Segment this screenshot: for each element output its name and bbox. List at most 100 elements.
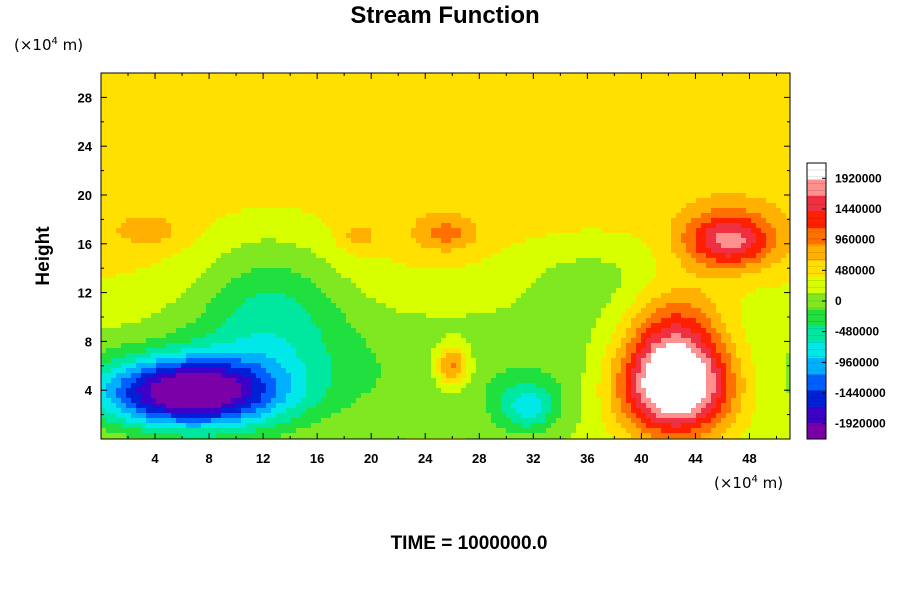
- heatmap-cell: [111, 143, 117, 149]
- heatmap-cell: [646, 123, 652, 129]
- heatmap-cell: [266, 143, 272, 149]
- heatmap-cell: [376, 233, 382, 239]
- heatmap-cell: [761, 103, 767, 109]
- heatmap-cell: [676, 248, 682, 254]
- heatmap-cell: [751, 218, 757, 224]
- heatmap-cell: [386, 78, 392, 84]
- heatmap-cell: [486, 188, 492, 194]
- heatmap-cell: [681, 108, 687, 114]
- heatmap-cell: [601, 158, 607, 164]
- heatmap-cell: [346, 138, 352, 144]
- heatmap-cell: [676, 83, 682, 89]
- heatmap-cell: [771, 183, 777, 189]
- heatmap-cell: [301, 158, 307, 164]
- heatmap-cell: [236, 148, 242, 154]
- heatmap-cell: [231, 73, 237, 79]
- heatmap-cell: [371, 173, 377, 179]
- heatmap-cell: [541, 223, 547, 229]
- heatmap-cell: [361, 163, 367, 169]
- heatmap-cell: [586, 228, 592, 234]
- heatmap-cell: [226, 118, 232, 124]
- heatmap-cell: [351, 233, 357, 239]
- heatmap-cell: [676, 163, 682, 169]
- heatmap-cell: [256, 218, 262, 224]
- heatmap-cell: [636, 198, 642, 204]
- heatmap-cell: [306, 118, 312, 124]
- heatmap-cell: [116, 253, 122, 259]
- heatmap-cell: [406, 168, 412, 174]
- heatmap-cell: [226, 113, 232, 119]
- heatmap-cell: [541, 183, 547, 189]
- heatmap-cell: [206, 143, 212, 149]
- heatmap-cell: [376, 123, 382, 129]
- heatmap-cell: [386, 73, 392, 79]
- heatmap-cell: [216, 133, 222, 139]
- heatmap-cell: [666, 148, 672, 154]
- heatmap-cell: [396, 238, 402, 244]
- heatmap-cell: [711, 243, 717, 249]
- heatmap-cell: [781, 153, 787, 159]
- heatmap-cell: [136, 168, 142, 174]
- heatmap-cell: [411, 123, 417, 129]
- heatmap-cell: [341, 238, 347, 244]
- heatmap-cell: [491, 248, 497, 254]
- heatmap-cell: [391, 178, 397, 184]
- heatmap-cell: [481, 158, 487, 164]
- heatmap-cell: [436, 218, 442, 224]
- heatmap-cell: [631, 118, 637, 124]
- heatmap-cell: [411, 243, 417, 249]
- heatmap-cell: [601, 198, 607, 204]
- heatmap-cell: [591, 228, 597, 234]
- heatmap-cell: [246, 78, 252, 84]
- heatmap-cell: [531, 78, 537, 84]
- heatmap-cell: [191, 178, 197, 184]
- heatmap-cell: [511, 163, 517, 169]
- heatmap-cell: [681, 193, 687, 199]
- heatmap-cell: [581, 158, 587, 164]
- heatmap-cell: [591, 163, 597, 169]
- heatmap-cell: [496, 138, 502, 144]
- heatmap-cell: [721, 108, 727, 114]
- heatmap-cell: [556, 218, 562, 224]
- heatmap-cell: [621, 213, 627, 219]
- heatmap-cell: [201, 153, 207, 159]
- heatmap-cell: [686, 193, 692, 199]
- heatmap-cell: [541, 203, 547, 209]
- heatmap-cell: [156, 233, 162, 239]
- heatmap-cell: [651, 203, 657, 209]
- heatmap-cell: [471, 218, 477, 224]
- heatmap-cell: [766, 73, 772, 79]
- heatmap-cell: [571, 133, 577, 139]
- heatmap-cell: [606, 98, 612, 104]
- heatmap-cell: [616, 108, 622, 114]
- heatmap-cell: [511, 138, 517, 144]
- heatmap-cell: [536, 103, 542, 109]
- heatmap-cell: [591, 208, 597, 214]
- heatmap-cell: [626, 153, 632, 159]
- heatmap-cell: [281, 128, 287, 134]
- heatmap-cell: [581, 148, 587, 154]
- heatmap-cell: [431, 248, 437, 254]
- heatmap-cell: [266, 163, 272, 169]
- heatmap-cell: [261, 178, 267, 184]
- heatmap-cell: [656, 143, 662, 149]
- heatmap-cell: [381, 163, 387, 169]
- heatmap-cell: [381, 213, 387, 219]
- heatmap-cell: [196, 188, 202, 194]
- heatmap-cell: [341, 198, 347, 204]
- heatmap-cell: [351, 203, 357, 209]
- heatmap-cell: [201, 238, 207, 244]
- heatmap-cell: [121, 148, 127, 154]
- heatmap-cell: [786, 218, 791, 224]
- heatmap-cell: [746, 73, 752, 79]
- heatmap-cell: [251, 188, 257, 194]
- heatmap-cell: [226, 223, 232, 229]
- heatmap-cell: [561, 243, 567, 249]
- heatmap-cell: [256, 118, 262, 124]
- heatmap-cell: [211, 103, 217, 109]
- heatmap-cell: [196, 128, 202, 134]
- heatmap-cell: [716, 218, 722, 224]
- heatmap-cell: [146, 153, 152, 159]
- heatmap-cell: [636, 228, 642, 234]
- heatmap-cell: [576, 193, 582, 199]
